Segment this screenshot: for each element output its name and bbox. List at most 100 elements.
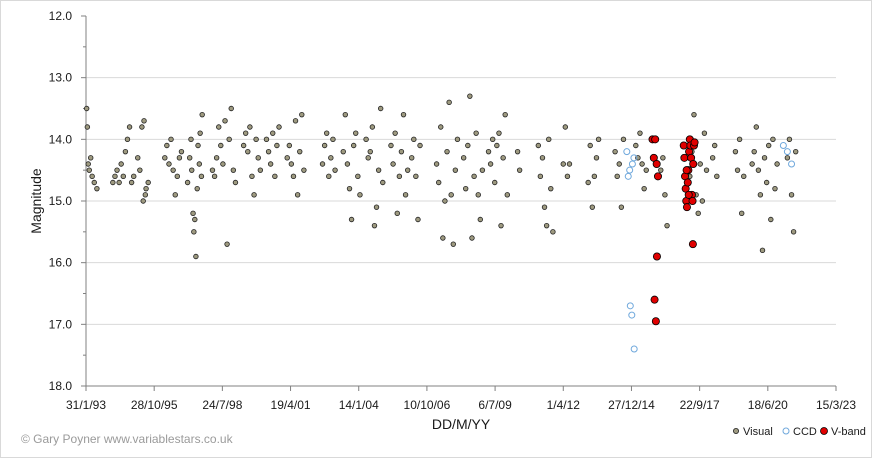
x-tick-label: 27/12/14 — [608, 398, 655, 412]
visual-point — [753, 124, 759, 130]
visual-point — [188, 136, 194, 143]
visual-point — [759, 247, 766, 254]
x-tick-label: 18/6/20 — [748, 398, 788, 412]
visual-point — [772, 185, 778, 192]
ccd-point — [630, 154, 638, 162]
gridlines — [86, 77, 836, 325]
ccd-point — [779, 142, 787, 149]
x-tick-label: 28/10/95 — [131, 398, 178, 412]
ccd-point — [628, 311, 636, 319]
x-tick-label: 10/10/06 — [404, 398, 451, 412]
visual-point — [284, 155, 290, 161]
vband-point — [651, 317, 660, 326]
visual-point — [299, 111, 305, 118]
visual-point — [436, 179, 442, 186]
visual-point — [230, 167, 237, 173]
visual-point — [465, 142, 471, 149]
visual-point — [770, 136, 776, 143]
vband-point — [684, 190, 693, 199]
x-tick-label: 24/7/98 — [202, 398, 242, 412]
visual-point — [548, 185, 554, 192]
x-tick-label: 15/3/23 — [816, 398, 856, 412]
visual-point — [195, 142, 201, 149]
visual-point — [224, 241, 230, 247]
visual-point — [595, 136, 602, 143]
vband-point — [680, 153, 689, 162]
visual-point — [166, 161, 172, 167]
visual-point — [691, 111, 697, 118]
visual-point — [193, 253, 199, 260]
visual-point — [184, 179, 191, 186]
visual-point — [452, 167, 459, 173]
visual-point — [612, 148, 618, 155]
credit-text: © Gary Poyner www.variablestars.co.uk — [21, 432, 234, 446]
visual-point — [477, 216, 483, 223]
visual-point — [516, 167, 523, 173]
x-tick-label: 31/1/93 — [66, 398, 106, 412]
ccd-point — [783, 148, 791, 156]
visual-point — [197, 130, 203, 136]
visual-point — [353, 130, 359, 136]
visual-point — [220, 161, 226, 167]
visual-point — [614, 173, 620, 180]
visual-point — [490, 136, 496, 143]
visual-point — [768, 216, 774, 223]
visual-point — [240, 142, 247, 149]
visual-point — [242, 130, 249, 136]
visual-point — [355, 173, 361, 180]
x-tick-labels: 31/1/93 28/10/95 24/7/98 19/4/01 14/1/04 10/1… — [66, 398, 856, 412]
visual-point — [409, 155, 415, 161]
visual-point — [398, 148, 405, 155]
visual-point — [145, 179, 151, 186]
visual-point — [263, 136, 270, 143]
visual-point — [141, 118, 147, 124]
visual-point — [751, 148, 757, 155]
visual-point — [749, 161, 755, 167]
visual-point — [450, 241, 456, 247]
visual-point — [734, 167, 741, 173]
visual-point — [257, 167, 264, 173]
visual-point — [292, 118, 299, 124]
visual-point — [112, 173, 118, 180]
visual-point — [388, 142, 394, 149]
visual-point — [475, 192, 481, 198]
y-tick-label: 18.0 — [49, 379, 73, 393]
visual-point — [543, 222, 550, 229]
visual-point — [541, 204, 548, 210]
visual-point — [390, 161, 396, 167]
visual-point — [120, 173, 126, 180]
visual-point — [377, 105, 384, 112]
visual-point — [442, 198, 448, 204]
visual-point — [433, 161, 440, 167]
y-tick-label: 12.0 — [49, 9, 73, 23]
visual-point — [539, 155, 546, 161]
visual-point — [396, 173, 403, 180]
visual-point — [140, 198, 146, 204]
vband-point — [682, 166, 691, 175]
visual-point — [695, 210, 701, 217]
visual-point — [116, 179, 122, 186]
visual-point — [326, 173, 332, 180]
visual-point — [790, 229, 797, 235]
visual-point — [400, 111, 407, 118]
visual-point — [131, 173, 137, 180]
visual-point — [739, 210, 745, 217]
visual-point — [251, 192, 257, 198]
y-tick-label: 13.0 — [49, 71, 73, 85]
visual-point — [709, 155, 716, 161]
visual-point — [218, 142, 224, 149]
visual-point — [641, 185, 647, 192]
visual-point — [294, 192, 301, 198]
visual-point — [732, 148, 739, 155]
visual-point — [392, 130, 398, 136]
visual-point — [86, 167, 92, 173]
visual-point — [514, 148, 521, 155]
x-tick-label: 6/7/09 — [478, 398, 512, 412]
visual-point — [498, 222, 504, 229]
visual-point — [139, 124, 145, 130]
visual-point — [788, 192, 795, 198]
legend-ccd-label: CCD — [793, 426, 817, 438]
visual-point — [274, 142, 280, 149]
visual-point — [454, 136, 461, 143]
